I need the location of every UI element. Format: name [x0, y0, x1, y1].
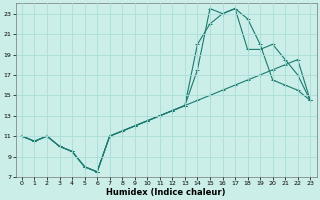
- X-axis label: Humidex (Indice chaleur): Humidex (Indice chaleur): [106, 188, 226, 197]
